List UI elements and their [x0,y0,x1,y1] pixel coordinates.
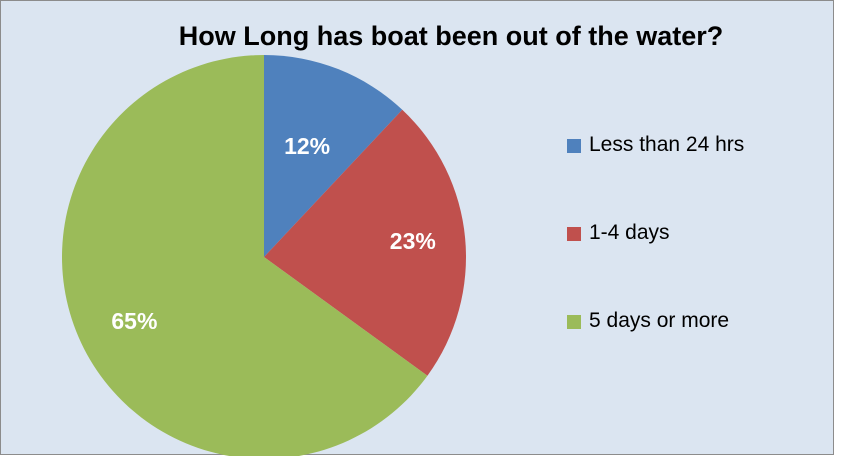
chart-title: How Long has boat been out of the water? [178,21,724,51]
legend-swatch-1-4-days [567,227,581,241]
pie-slice-5-days-or-more [62,55,428,456]
pie-slice-less-than-24-hrs [264,55,403,257]
legend-swatch-less-than-24-hrs [567,139,581,153]
chart-area: How Long has boat been out of the water?… [0,0,834,456]
data-label-1-4-days: 23% [390,228,436,254]
pie-chart: 12% 23% 65% [62,55,467,456]
pie-slice-1-4-days [264,109,467,376]
legend-label-5-days-or-more: 5 days or more [589,309,730,332]
legend-swatch-5-days-or-more [567,315,581,329]
data-label-less-than-24-hrs: 12% [284,133,330,159]
legend-label-less-than-24-hrs: Less than 24 hrs [589,133,745,156]
legend-label-1-4-days: 1-4 days [589,221,670,244]
data-label-5-days-or-more: 65% [111,308,157,334]
